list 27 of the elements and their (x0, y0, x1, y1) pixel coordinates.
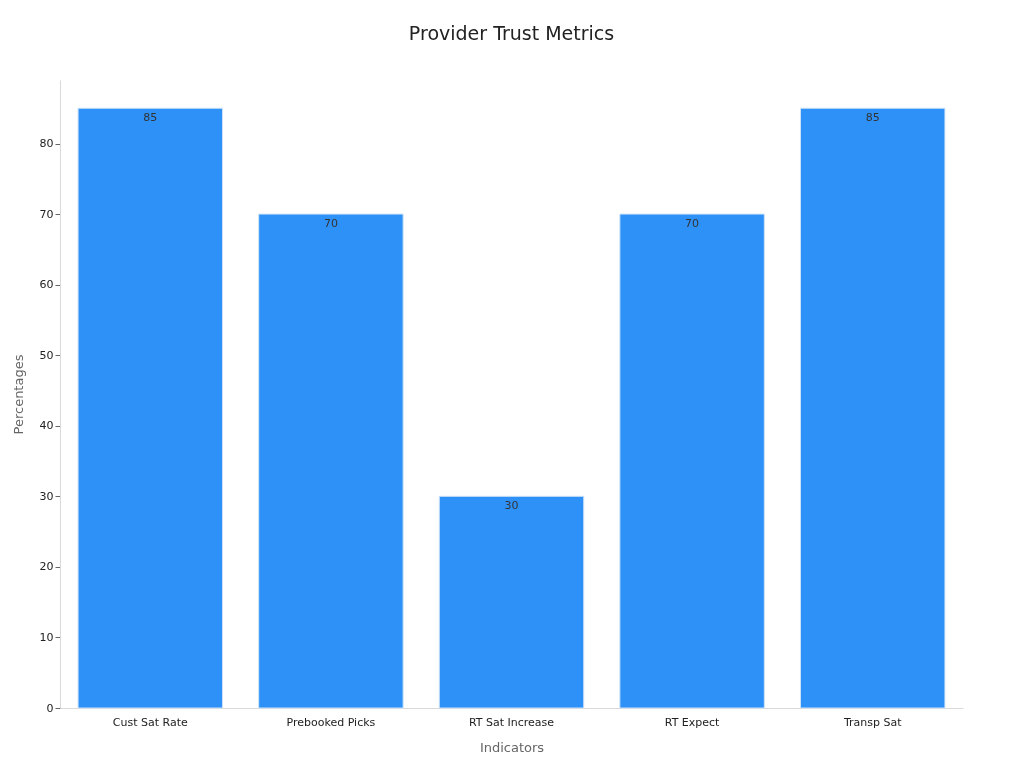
bar (799, 107, 946, 709)
data-label: 70 (685, 217, 700, 231)
y-tick-label: 50 (39, 348, 54, 362)
y-tick-label: 0 (46, 701, 54, 715)
y-tick-label: 40 (39, 419, 54, 433)
y-tick-label: 80 (39, 137, 54, 151)
x-tick-label: Transp Sat (842, 715, 903, 729)
bar (77, 107, 224, 709)
bar (619, 213, 765, 709)
data-label: 70 (323, 217, 338, 231)
x-tick-label: RT Sat Increase (468, 715, 555, 729)
y-axis-title: Percentages (10, 354, 26, 435)
data-label: 85 (143, 111, 158, 125)
bar (258, 213, 404, 709)
data-label: 30 (504, 499, 519, 513)
chart-title: Provider Trust Metrics (408, 22, 615, 44)
x-tick-label: RT Expect (664, 715, 721, 729)
data-label: 85 (865, 111, 880, 125)
x-axis-title: Indicators (479, 739, 545, 755)
x-tick-label: Cust Sat Rate (112, 715, 188, 729)
y-tick-label: 60 (39, 278, 54, 292)
y-tick-label: 20 (39, 560, 54, 574)
y-tick-label: 10 (39, 630, 54, 644)
y-tick-label: 30 (39, 489, 54, 503)
y-tick-label: 70 (39, 207, 54, 221)
x-tick-label: Prebooked Picks (286, 715, 376, 729)
bar (438, 495, 585, 709)
